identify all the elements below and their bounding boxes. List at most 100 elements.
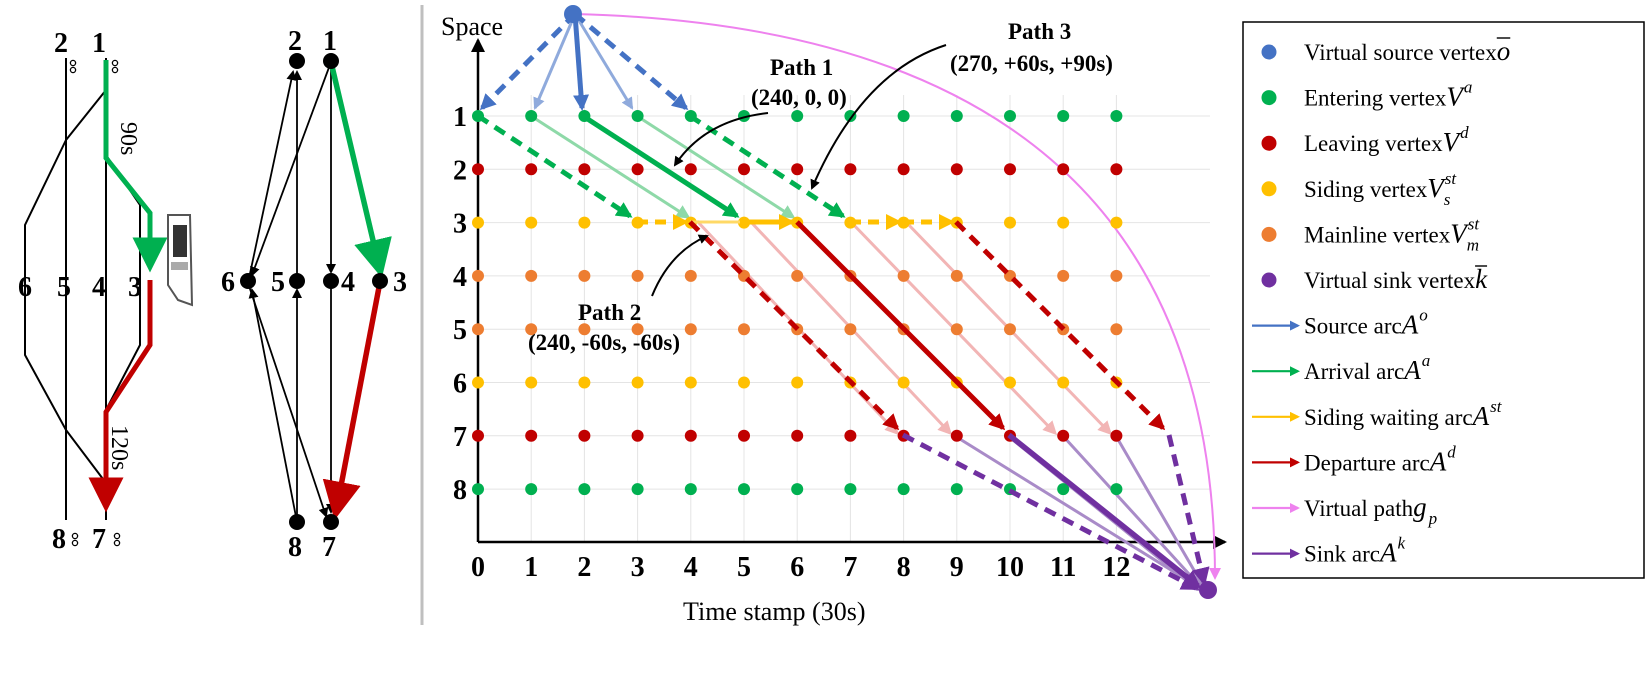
entering-vertex — [844, 483, 857, 496]
legend: Virtual source vertex o Entering vertex V… — [1242, 21, 1645, 579]
path1-title: Path 1 — [770, 55, 833, 80]
leaving-vertex — [950, 429, 963, 442]
departure-arc-path3 — [954, 220, 1166, 431]
entering-vertex — [1004, 110, 1016, 122]
legend-label: Source arc — [1304, 314, 1402, 339]
legend-label: Siding waiting arc — [1304, 405, 1473, 430]
path2-title: Path 2 — [578, 300, 641, 325]
entering-vertex — [844, 110, 857, 122]
arrival-arc-path2 — [476, 113, 633, 219]
legend-marker — [1261, 272, 1277, 288]
graph-node — [289, 273, 305, 289]
siding-vertex — [631, 376, 644, 389]
x-tick-label: 7 — [843, 552, 857, 583]
x-tick-label: 0 — [471, 552, 485, 583]
source-arc-path1 — [572, 13, 590, 111]
y-tick-label: 5 — [453, 315, 467, 346]
mainline-vertex — [791, 269, 804, 282]
mainline-vertex — [472, 269, 484, 282]
legend-symbol: A — [1402, 355, 1421, 385]
mainline-vertex — [897, 269, 910, 282]
y-tick-label: 4 — [453, 262, 467, 293]
siding-vertex — [578, 376, 591, 389]
graph-edge — [247, 282, 329, 518]
legend-marker — [1261, 181, 1277, 197]
legend-label: Departure arc — [1304, 450, 1430, 475]
departure-arc-path2 — [688, 220, 900, 431]
siding-vertex — [1004, 216, 1016, 229]
x-tick-label: 3 — [631, 552, 645, 583]
legend-label: Leaving vertex — [1304, 131, 1443, 156]
mainline-vertex — [1110, 323, 1123, 336]
leaving-vertex — [791, 163, 804, 176]
y-tick-label: 3 — [453, 209, 467, 240]
track-station-label: 5 — [57, 272, 71, 303]
track-station-label: 3 — [128, 272, 142, 303]
mainline-vertex — [1004, 323, 1016, 336]
entering-vertex — [631, 110, 644, 122]
leaving-vertex — [844, 163, 857, 176]
legend-symbol-sup: st — [1490, 397, 1503, 416]
legend-symbol-sup: d — [1447, 442, 1456, 461]
mainline-vertex — [525, 323, 538, 336]
legend-symbol: A — [1378, 538, 1397, 568]
y-tick-label: 1 — [453, 102, 467, 133]
leaving-vertex — [578, 163, 591, 176]
leaving-vertex — [472, 163, 484, 176]
entering-vertex — [578, 483, 591, 496]
leaving-vertex — [791, 429, 804, 442]
x-tick-label: 11 — [1050, 552, 1076, 583]
graph-node — [240, 273, 256, 289]
legend-symbol-sup: st — [1445, 169, 1458, 188]
arrival-arc-path3 — [688, 113, 846, 219]
legend-marker — [1261, 226, 1277, 242]
graph-departure-arrow — [322, 281, 383, 521]
legend-symbol: A — [1471, 401, 1490, 431]
leaving-vertex — [738, 429, 750, 442]
leaving-vertex — [1057, 429, 1070, 442]
leaving-vertex — [684, 429, 697, 442]
legend-label: Mainline vertex — [1304, 222, 1451, 247]
graph-node-label: 2 — [288, 26, 302, 57]
legend-symbol-sup: k — [1398, 534, 1406, 553]
x-tick-label: 5 — [737, 552, 751, 583]
mainline-vertex — [631, 269, 644, 282]
graph-node-label: 1 — [323, 26, 337, 57]
graph-node-label: 4 — [341, 267, 355, 298]
legend-label: Virtual sink vertex — [1304, 268, 1476, 293]
siding-vertex — [472, 376, 484, 389]
legend-symbol: A — [1400, 310, 1419, 340]
siding-vertex — [738, 376, 750, 389]
entering-vertex — [1057, 483, 1070, 496]
siding-vertex — [472, 216, 484, 229]
x-tick-label: 1 — [524, 552, 538, 583]
legend-symbol-sup: o — [1419, 306, 1428, 325]
path2-detail: (240, -60s, -60s) — [528, 330, 680, 355]
legend-symbol-sup: d — [1460, 123, 1469, 142]
legend-symbol-sup: st — [1468, 214, 1481, 233]
entering-vertex — [791, 483, 804, 496]
siding-vertex — [578, 216, 591, 229]
arrival-arc-light — [636, 114, 796, 219]
track-station-label: 2 — [54, 28, 68, 59]
sink-arc-path1 — [1007, 432, 1202, 589]
legend-symbol: o — [1497, 36, 1511, 66]
siding-vertex — [525, 216, 538, 229]
arrive-time-label: 90s — [115, 122, 141, 155]
legend-label: Virtual path — [1304, 496, 1414, 521]
depart-time-label: 120s — [106, 425, 132, 470]
mainline-vertex — [1057, 269, 1070, 282]
leaving-vertex — [844, 429, 857, 442]
source-arc-path2 — [479, 12, 577, 111]
graph-node — [289, 514, 305, 530]
arrival-arc-path1 — [581, 113, 740, 219]
legend-symbol: k — [1475, 264, 1488, 294]
siding-vertex — [684, 376, 697, 389]
x-tick-label: 8 — [897, 552, 911, 583]
track-station-label: 4 — [92, 272, 106, 303]
x-axis-label: Time stamp (30s) — [683, 597, 866, 626]
legend-symbol: V — [1427, 173, 1447, 203]
siding-vertex — [897, 376, 910, 389]
entering-vertex — [472, 483, 484, 496]
legend-box — [1242, 21, 1645, 579]
